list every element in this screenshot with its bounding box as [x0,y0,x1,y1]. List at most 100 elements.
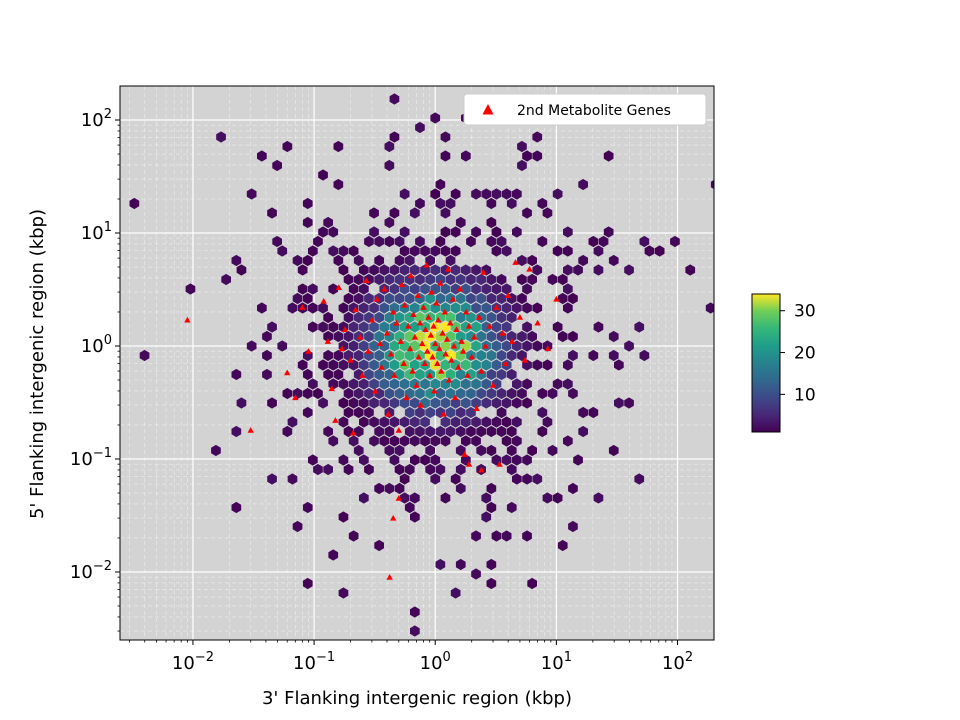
hex-cell [216,131,226,143]
hex-cell [501,321,512,333]
hex-cell [348,378,359,390]
hex-cell [364,387,374,400]
hex-cell [440,283,451,295]
metabolite-gene-point [403,394,410,401]
hex-cell [277,245,288,257]
hex-cell [369,397,379,409]
hex-cell [430,188,441,200]
hex-cell [364,463,374,476]
colorbar-tick-label: 20 [794,344,816,364]
hex-cell [308,245,318,257]
hex-cell [486,216,497,229]
hex-cell [333,140,344,153]
hex-cell [471,188,481,200]
hex-cell [491,283,502,295]
hex-cell [466,406,476,419]
metabolite-gene-point [521,356,529,363]
hex-cell [491,226,502,238]
hex-cell [476,444,486,457]
hex-cell [435,235,446,248]
hex-cell [614,397,624,409]
hex-cell [369,378,379,390]
hex-cell [353,273,364,286]
hex-cell [267,207,277,219]
hex-cell [374,311,384,324]
metabolite-gene-point [391,372,398,378]
metabolite-gene-point [461,451,468,457]
hex-cell [557,330,568,343]
hex-cell [292,254,303,267]
hex-cell [384,140,395,153]
hex-cell [522,473,532,485]
hex-cell [404,425,415,438]
hex-cell [496,235,507,248]
hex-cell [308,283,318,295]
hex-cell [420,283,430,295]
y-axis-label: 5' Flanking intergenic region (kbp) [27,209,48,519]
metabolite-gene-point [417,401,424,408]
hex-cell [343,387,354,400]
hex-cell [705,302,714,314]
hex-cell [389,416,400,428]
metabolite-gene-point [387,350,395,357]
hex-cell [404,406,415,419]
hex-cell [471,302,481,314]
metabolite-gene-point [480,268,487,275]
hex-cell [404,254,415,267]
metabolite-gene-point [421,360,428,367]
hex-cell [328,283,339,295]
hex-cell [603,226,614,238]
hex-cell [404,292,415,305]
hex-cell [593,245,604,257]
hex-cell [287,473,298,485]
hex-cell [532,264,543,276]
hex-cell [430,435,441,447]
colorbar-gradient [751,293,781,433]
hex-cell [415,235,425,248]
hex-cell [445,387,456,400]
hex-cell [410,302,420,314]
hex-cell [338,378,349,390]
hex-cell [593,492,604,504]
hex-cell [568,292,578,305]
metabolite-gene-point [468,353,475,360]
metabolite-gene-point [482,342,489,349]
metabolite-gene-point [397,338,405,344]
hex-cell [501,283,512,295]
hex-cell [410,321,420,333]
y-tick-label: 10−1 [70,446,112,470]
hex-cell [394,444,405,457]
hex-cell [542,416,553,428]
hex-cell [710,179,714,190]
hex-cell [563,283,573,295]
hex-cell [506,463,517,476]
hex-cell [506,501,517,514]
hex-cell [410,340,420,352]
hex-cell [476,368,486,381]
hex-cell [527,577,537,590]
hex-cell [532,473,543,485]
hex-cell [318,321,328,333]
hex-cell [379,378,390,390]
hex-cell [379,416,390,428]
hex-cell [512,435,522,447]
hex-cell [328,435,339,447]
hex-cell [308,321,318,333]
hex-cell [353,254,364,267]
hex-cell [450,283,461,295]
metabolite-gene-point [381,285,388,292]
hex-cell [537,425,548,438]
hex-cell [333,178,344,191]
hex-cell [302,368,313,381]
hex-cell [415,197,425,210]
hex-cell [328,245,339,257]
hex-cell [522,321,532,333]
metabolite-gene-point [385,410,392,417]
hex-cell [639,349,650,362]
metabolite-gene-point [430,322,437,329]
hex-cell [481,492,492,504]
hex-cell [471,435,481,447]
hex-cell [537,197,548,210]
hex-cell [394,235,405,248]
y-tick-label: 101 [81,220,112,244]
